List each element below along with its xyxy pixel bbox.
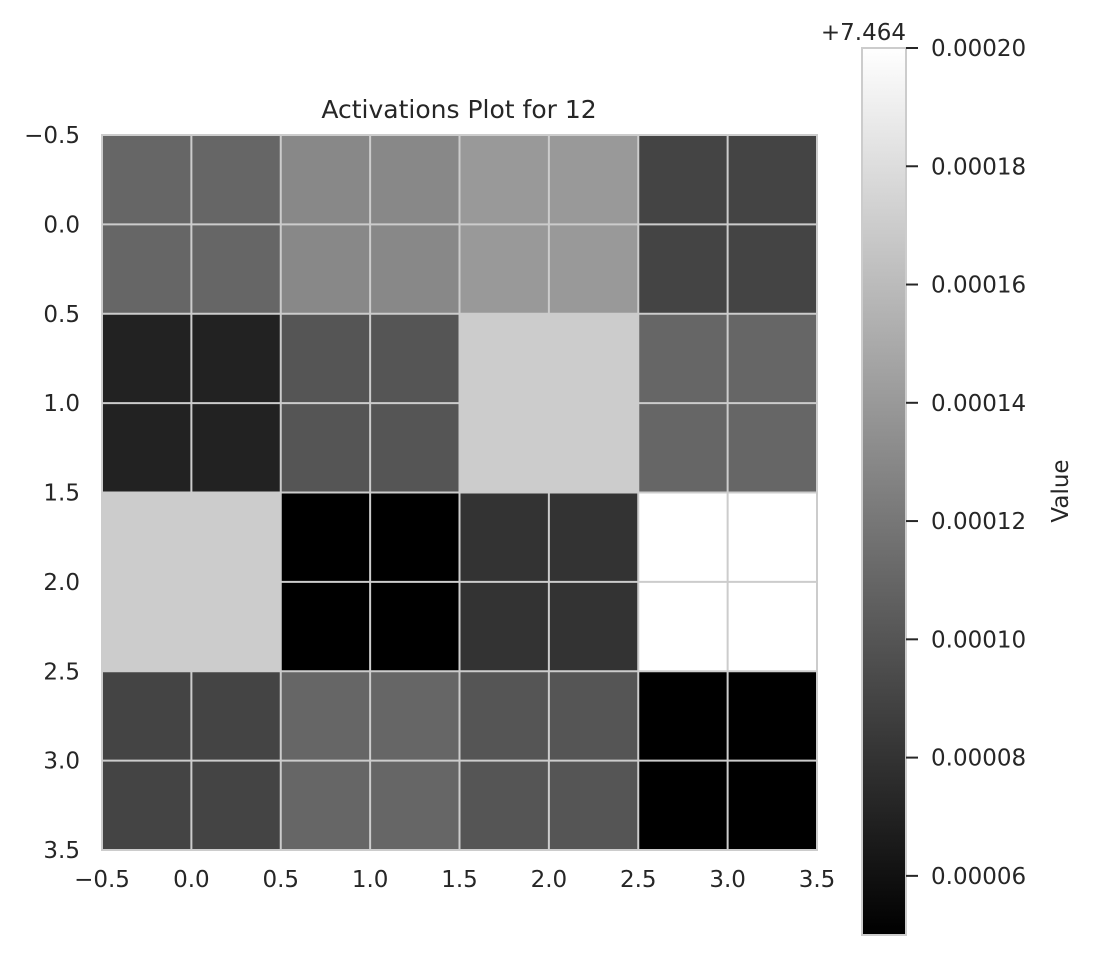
y-tick-label: 1.5	[43, 481, 80, 507]
x-tick-label: 3.0	[709, 867, 746, 893]
x-tick-label: 3.5	[799, 867, 836, 893]
chart-title: Activations Plot for 12	[321, 95, 596, 124]
y-tick-label: 1.0	[43, 391, 80, 417]
x-tick-label: 1.0	[352, 867, 389, 893]
x-tick-label: −0.5	[74, 867, 130, 893]
colorbar-tick-label: 0.00014	[931, 391, 1026, 417]
y-tick-label: 3.0	[43, 749, 80, 775]
colorbar-tick-label: 0.00016	[931, 273, 1026, 299]
x-tick-label: 0.5	[262, 867, 299, 893]
colorbar-offset-text: +7.464	[821, 20, 906, 46]
colorbar-tick-label: 0.00020	[931, 36, 1026, 62]
colorbar-tick-label: 0.00010	[931, 627, 1026, 653]
colorbar-tick-label: 0.00018	[931, 154, 1026, 180]
colorbar-tick-label: 0.00008	[931, 746, 1026, 772]
x-axis-ticks: −0.5 0.0 0.5 1.0 1.5 2.0 2.5 3.0 3.5	[74, 867, 835, 893]
x-tick-label: 2.0	[531, 867, 568, 893]
y-tick-label: 0.0	[43, 212, 80, 238]
x-tick-label: 0.0	[173, 867, 210, 893]
y-tick-label: −0.5	[24, 123, 80, 149]
x-tick-label: 2.5	[620, 867, 657, 893]
colorbar-tick-label: 0.00006	[931, 864, 1026, 890]
x-tick-label: 1.5	[441, 867, 478, 893]
y-tick-label: 3.5	[43, 838, 80, 864]
y-tick-label: 0.5	[43, 302, 80, 328]
y-tick-label: 2.0	[43, 570, 80, 596]
colorbar-label: Value	[1048, 459, 1074, 522]
plot-frame	[101, 134, 818, 851]
y-tick-label: 2.5	[43, 659, 80, 685]
y-axis-ticks: −0.5 0.0 0.5 1.0 1.5 2.0 2.5 3.0 3.5	[24, 123, 80, 864]
colorbar-tick-label: 0.00012	[931, 509, 1026, 535]
colorbar	[861, 47, 907, 936]
colorbar-ticks: 0.00006 0.00008 0.00010 0.00012 0.00014 0.000…	[906, 36, 1026, 890]
